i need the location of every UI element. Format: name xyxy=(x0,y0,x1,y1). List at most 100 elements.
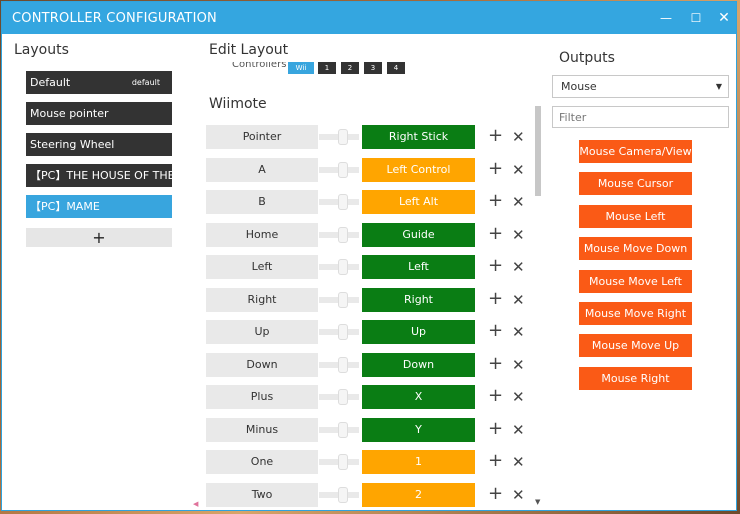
deadzone-slider-thumb[interactable] xyxy=(338,486,348,503)
mapping-output-button[interactable]: 2 xyxy=(362,482,475,507)
output-item-button[interactable]: Mouse Move Left xyxy=(579,269,692,293)
filter-input[interactable] xyxy=(552,106,729,128)
add-mapping-icon[interactable]: + xyxy=(488,125,504,146)
layout-item-label: Default xyxy=(30,76,71,89)
remove-mapping-icon[interactable]: ✕ xyxy=(512,290,525,309)
deadzone-slider-thumb[interactable] xyxy=(338,226,348,243)
chevron-down-icon: ▼ xyxy=(715,82,722,91)
remove-mapping-icon[interactable]: ✕ xyxy=(512,160,525,179)
add-mapping-icon[interactable]: + xyxy=(488,157,504,179)
mapping-output-button[interactable]: Y xyxy=(362,417,475,442)
mapping-scrollbar[interactable] xyxy=(535,106,541,196)
deadzone-slider-thumb[interactable] xyxy=(338,259,348,275)
remove-mapping-icon[interactable]: ✕ xyxy=(512,128,525,146)
mapping-row: Down Down + ✕ xyxy=(206,352,536,377)
output-item-button[interactable]: Mouse Cursor xyxy=(579,172,692,196)
remove-mapping-icon[interactable]: ✕ xyxy=(512,258,525,276)
controller-chip-2[interactable]: 2 xyxy=(341,62,359,74)
mapping-input-label: A xyxy=(206,157,318,182)
deadzone-slider-thumb[interactable] xyxy=(338,194,348,210)
minimize-icon[interactable]: — xyxy=(660,11,672,25)
remove-mapping-icon[interactable]: ✕ xyxy=(512,485,525,504)
layout-item[interactable]: Mouse pointer xyxy=(26,102,172,125)
output-item-button[interactable]: Mouse Camera/View xyxy=(579,140,692,163)
deadzone-slider-thumb[interactable] xyxy=(338,454,348,470)
close-icon[interactable]: ✕ xyxy=(718,10,730,26)
add-mapping-icon[interactable]: + xyxy=(488,255,504,276)
output-item-button[interactable]: Mouse Left xyxy=(579,204,692,228)
controllers-label: Controllers xyxy=(232,62,287,70)
remove-mapping-icon[interactable]: ✕ xyxy=(512,193,525,211)
add-mapping-icon[interactable]: + xyxy=(488,450,504,471)
controller-chip-wii[interactable]: Wii xyxy=(288,62,314,74)
mapping-output-button[interactable]: Up xyxy=(362,320,475,344)
maximize-icon[interactable]: ☐ xyxy=(690,11,702,25)
mapping-input-label: Right xyxy=(206,287,318,312)
output-item-button[interactable]: Mouse Move Down xyxy=(579,237,692,261)
remove-mapping-icon[interactable]: ✕ xyxy=(512,225,525,244)
deadzone-slider-thumb[interactable] xyxy=(338,129,348,145)
deadzone-slider-thumb[interactable] xyxy=(338,356,348,373)
add-mapping-icon[interactable]: + xyxy=(488,417,504,439)
mapping-input-label: Down xyxy=(206,352,318,377)
add-mapping-icon[interactable]: + xyxy=(488,385,504,406)
remove-mapping-icon[interactable]: ✕ xyxy=(512,420,525,439)
add-mapping-icon[interactable]: + xyxy=(488,320,504,341)
add-layout-button[interactable]: + xyxy=(26,228,172,247)
mapping-output-button[interactable]: X xyxy=(362,385,475,409)
layout-item[interactable]: 【PC】THE HOUSE OF THE DE xyxy=(26,164,172,187)
controller-chip-3[interactable]: 3 xyxy=(364,62,382,74)
mapping-row: Home Guide + ✕ xyxy=(206,222,536,247)
remove-mapping-icon[interactable]: ✕ xyxy=(512,388,525,406)
output-item-button[interactable]: Mouse Right xyxy=(579,366,692,390)
mapping-output-button[interactable]: Left xyxy=(362,255,475,279)
controllers-strip: Controllers Wii 1 2 3 4 xyxy=(207,62,527,75)
mapping-output-button[interactable]: 1 xyxy=(362,450,475,474)
mapping-row: Plus X + ✕ xyxy=(206,385,536,409)
mapping-output-button[interactable]: Down xyxy=(362,352,475,377)
mapping-row: A Left Control + ✕ xyxy=(206,157,536,182)
deadzone-slider-thumb[interactable] xyxy=(338,324,348,340)
mapping-row: B Left Alt + ✕ xyxy=(206,190,536,214)
add-mapping-icon[interactable]: + xyxy=(488,352,504,374)
scroll-left-arrow-icon[interactable]: ◀ xyxy=(193,500,199,508)
layout-item[interactable]: 【PC】MAME xyxy=(26,195,172,218)
output-type-value: Mouse xyxy=(561,80,597,93)
deadzone-slider-thumb[interactable] xyxy=(338,161,348,178)
mapping-output-button[interactable]: Right Stick xyxy=(362,125,475,149)
default-badge: default xyxy=(131,78,160,87)
deadzone-slider-thumb[interactable] xyxy=(338,389,348,405)
mapping-input-label: Up xyxy=(206,320,318,344)
output-item-button[interactable]: Mouse Move Right xyxy=(579,302,692,325)
mapping-input-label: One xyxy=(206,450,318,474)
mapping-output-button[interactable]: Guide xyxy=(362,222,475,247)
outputs-heading: Outputs xyxy=(559,50,615,66)
add-mapping-icon[interactable]: + xyxy=(488,222,504,244)
mapping-output-button[interactable]: Left Control xyxy=(362,157,475,182)
remove-mapping-icon[interactable]: ✕ xyxy=(512,453,525,471)
scroll-down-arrow-icon[interactable]: ▼ xyxy=(535,498,541,506)
mapping-input-label: Home xyxy=(206,222,318,247)
remove-mapping-icon[interactable]: ✕ xyxy=(512,355,525,374)
layout-item[interactable]: Steering Wheel xyxy=(26,133,172,156)
title-bar[interactable]: CONTROLLER CONFIGURATION — ☐ ✕ xyxy=(2,2,736,34)
mapping-output-button[interactable]: Left Alt xyxy=(362,190,475,214)
mapping-input-label: Left xyxy=(206,255,318,279)
mapping-output-button[interactable]: Right xyxy=(362,287,475,312)
mapping-row: Up Up + ✕ xyxy=(206,320,536,344)
add-mapping-icon[interactable]: + xyxy=(488,482,504,504)
output-type-select[interactable]: Mouse ▼ xyxy=(552,75,729,98)
mapping-row: Left Left + ✕ xyxy=(206,255,536,279)
layout-item-label: Mouse pointer xyxy=(30,107,109,120)
deadzone-slider-thumb[interactable] xyxy=(338,421,348,438)
remove-mapping-icon[interactable]: ✕ xyxy=(512,323,525,341)
add-mapping-icon[interactable]: + xyxy=(488,190,504,211)
mapping-row: Right Right + ✕ xyxy=(206,287,536,312)
deadzone-slider-thumb[interactable] xyxy=(338,291,348,308)
layout-item[interactable]: Default default xyxy=(26,71,172,94)
controller-chip-4[interactable]: 4 xyxy=(387,62,405,74)
output-item-button[interactable]: Mouse Move Up xyxy=(579,334,692,358)
mapping-row: Pointer Right Stick + ✕ xyxy=(206,125,536,149)
controller-chip-1[interactable]: 1 xyxy=(318,62,336,74)
add-mapping-icon[interactable]: + xyxy=(488,287,504,309)
